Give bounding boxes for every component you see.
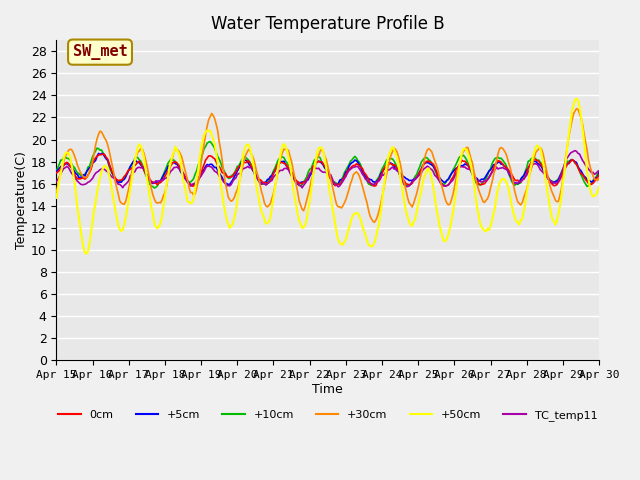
- 0cm: [155, 180, 163, 186]
- +10cm: [383, 157, 390, 163]
- +50cm: [83, 251, 90, 256]
- +50cm: [381, 176, 389, 181]
- +5cm: [155, 178, 163, 184]
- 0cm: [99, 151, 107, 157]
- 0cm: [532, 156, 540, 162]
- 0cm: [595, 171, 603, 177]
- X-axis label: Time: Time: [312, 383, 343, 396]
- TC_temp11: [154, 178, 161, 184]
- +50cm: [393, 155, 401, 160]
- +5cm: [365, 176, 372, 181]
- Line: +30cm: +30cm: [56, 108, 599, 222]
- TC_temp11: [68, 170, 76, 176]
- TC_temp11: [381, 170, 389, 176]
- +5cm: [52, 168, 60, 174]
- +5cm: [95, 151, 102, 156]
- +30cm: [595, 175, 603, 181]
- Line: TC_temp11: TC_temp11: [56, 151, 599, 188]
- 0cm: [383, 162, 390, 168]
- +5cm: [532, 158, 540, 164]
- +50cm: [531, 149, 538, 155]
- +30cm: [531, 155, 538, 160]
- +50cm: [52, 195, 60, 201]
- Line: +5cm: +5cm: [56, 154, 599, 185]
- +10cm: [150, 185, 158, 191]
- 0cm: [188, 183, 196, 189]
- Line: +10cm: +10cm: [56, 142, 599, 188]
- +5cm: [68, 165, 76, 170]
- TC_temp11: [393, 168, 401, 173]
- +5cm: [383, 162, 390, 168]
- 0cm: [68, 165, 76, 170]
- +10cm: [52, 168, 60, 173]
- +10cm: [595, 168, 603, 174]
- Legend: 0cm, +5cm, +10cm, +30cm, +50cm, TC_temp11: 0cm, +5cm, +10cm, +30cm, +50cm, TC_temp1…: [54, 406, 602, 425]
- TC_temp11: [298, 185, 306, 191]
- +30cm: [52, 189, 60, 194]
- +50cm: [363, 238, 371, 243]
- +5cm: [395, 168, 403, 174]
- +50cm: [68, 161, 76, 167]
- 0cm: [52, 170, 60, 176]
- +10cm: [206, 139, 214, 144]
- +10cm: [155, 180, 163, 186]
- 0cm: [395, 168, 403, 174]
- TC_temp11: [531, 161, 538, 167]
- TC_temp11: [52, 179, 60, 184]
- +10cm: [395, 168, 403, 174]
- Line: 0cm: 0cm: [56, 154, 599, 186]
- TC_temp11: [595, 168, 603, 174]
- +5cm: [188, 182, 196, 188]
- Y-axis label: Temperature(C): Temperature(C): [15, 151, 28, 249]
- +30cm: [362, 195, 369, 201]
- +50cm: [573, 96, 580, 102]
- +30cm: [573, 106, 580, 111]
- +50cm: [595, 184, 603, 190]
- +30cm: [154, 200, 161, 206]
- +30cm: [371, 219, 378, 225]
- +30cm: [68, 146, 76, 152]
- +30cm: [381, 179, 389, 184]
- +50cm: [155, 224, 163, 229]
- TC_temp11: [571, 148, 579, 154]
- +10cm: [365, 181, 372, 187]
- Title: Water Temperature Profile B: Water Temperature Profile B: [211, 15, 445, 33]
- +30cm: [393, 149, 401, 155]
- 0cm: [365, 176, 372, 182]
- TC_temp11: [363, 177, 371, 183]
- Line: +50cm: +50cm: [56, 99, 599, 253]
- Text: SW_met: SW_met: [73, 44, 127, 60]
- +10cm: [68, 160, 76, 166]
- +10cm: [532, 156, 540, 162]
- +5cm: [595, 169, 603, 175]
